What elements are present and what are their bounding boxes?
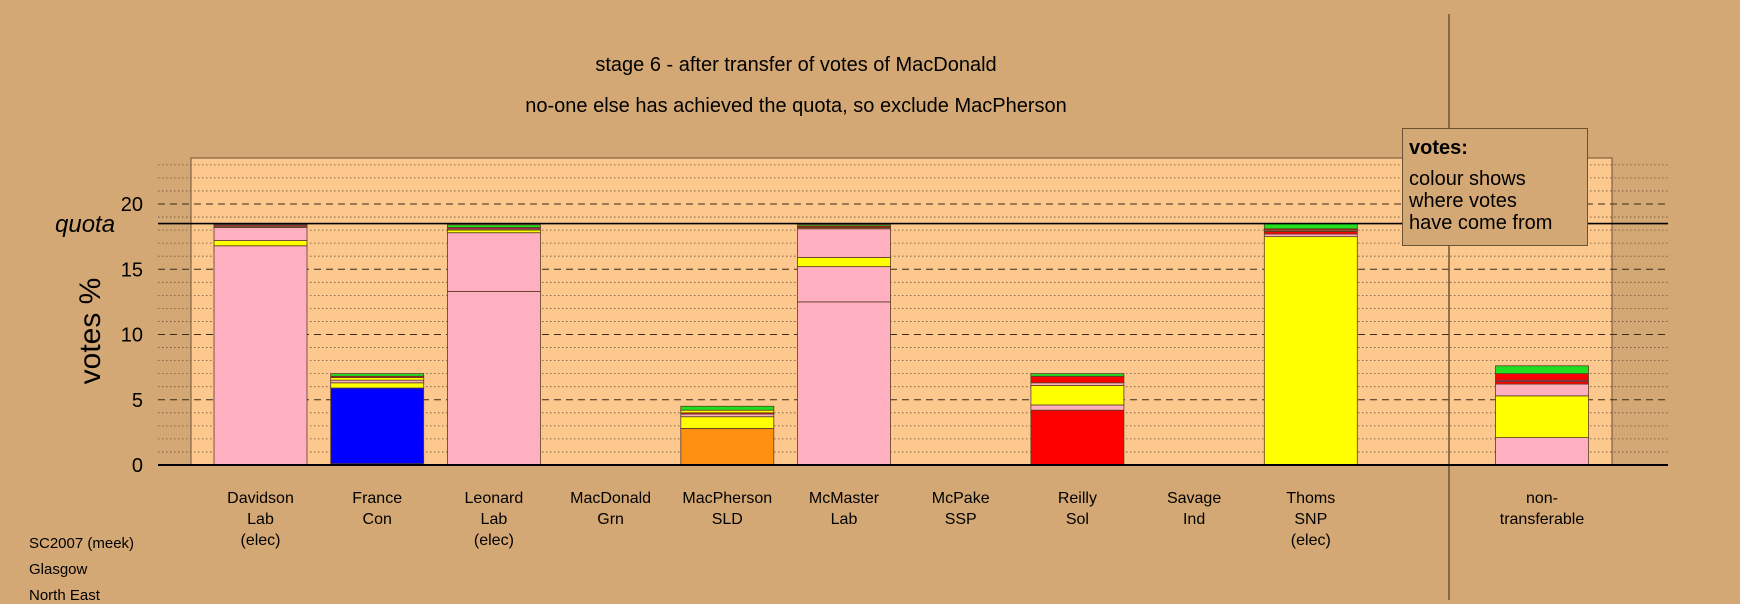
x-tick-label: Lab	[247, 511, 274, 528]
bar-non-transferable-segment	[1495, 373, 1589, 381]
x-tick-label: Savage	[1167, 490, 1221, 507]
bar-france-segment	[330, 373, 425, 377]
legend-line: colour shows	[1409, 168, 1526, 190]
x-tick-label: MacPherson	[682, 490, 772, 507]
bar-mcmaster-segment	[797, 266, 891, 303]
x-tick-label: Davidson	[227, 490, 294, 507]
x-tick-label: (elec)	[474, 532, 514, 549]
bar-non-transferable-segment	[1495, 365, 1589, 375]
x-tick-label: Ind	[1183, 511, 1205, 528]
x-tick-label: MacDonald	[570, 490, 651, 507]
x-tick-label: non-	[1526, 490, 1558, 507]
legend: votes: colour shows where votes have com…	[1402, 128, 1588, 246]
bar-mcmaster-segment	[797, 301, 891, 466]
bar-reilly-segment	[1030, 384, 1125, 406]
bar-leonard-segment	[446, 291, 541, 466]
bar-mcmaster-segment	[797, 228, 891, 258]
chart-title: stage 6 - after transfer of votes of Mac…	[595, 54, 997, 76]
x-tick-label: Leonard	[465, 490, 524, 507]
bar-mcmaster-segment	[797, 224, 891, 227]
bar-reilly-segment	[1030, 373, 1125, 377]
bar-thoms-segment	[1263, 236, 1358, 466]
bar-leonard-segment	[446, 224, 541, 228]
footer-election: SC2007 (meek)	[29, 535, 135, 552]
x-tick-label: McMaster	[809, 490, 880, 507]
bar-macpherson-segment	[680, 428, 775, 466]
bar-france-segment	[330, 382, 425, 389]
plot-area	[190, 157, 1613, 466]
x-tick-label: (elec)	[1291, 532, 1331, 549]
bar-non-transferable-segment	[1495, 437, 1589, 466]
bar-macpherson-segment	[680, 416, 775, 429]
x-tick-label: France	[352, 490, 402, 507]
bar-reilly-segment	[1030, 375, 1125, 384]
x-tick-label: transferable	[1500, 511, 1585, 528]
x-tick-label: Lab	[481, 511, 508, 528]
quota-label: quota	[55, 211, 116, 238]
x-tick-label: Grn	[597, 511, 624, 528]
x-tick-label: Lab	[831, 511, 858, 528]
bar-mcmaster-segment	[797, 257, 891, 268]
x-tick-label: Thoms	[1286, 490, 1335, 507]
x-tick-label: SSP	[945, 511, 977, 528]
x-tick-label: (elec)	[240, 532, 280, 549]
bar-davidson-segment	[213, 240, 308, 247]
legend-title: votes:	[1409, 137, 1468, 159]
bar-reilly-segment	[1030, 404, 1125, 411]
footer-ward: North East	[29, 587, 100, 604]
bar-davidson-segment	[213, 227, 308, 241]
y-axis-label: votes %	[74, 277, 107, 385]
x-tick-label: Reilly	[1058, 490, 1097, 507]
chart-subtitle: no-one else has achieved the quota, so e…	[525, 95, 1067, 117]
footer-council: Glasgow	[29, 561, 88, 578]
y-tick-label: 20	[121, 194, 143, 216]
y-tick-label: 10	[121, 325, 143, 347]
bar-reilly-segment	[1030, 409, 1125, 466]
legend-line: have come from	[1409, 212, 1553, 234]
bar-davidson-segment	[213, 245, 308, 466]
bar-non-transferable-segment	[1495, 395, 1589, 438]
y-tick-label: 5	[132, 390, 143, 412]
x-tick-label: SNP	[1294, 511, 1327, 528]
bar-france-segment	[330, 387, 425, 465]
bar-non-transferable-segment	[1495, 383, 1589, 397]
y-tick-label: 15	[121, 259, 143, 281]
x-tick-label: SLD	[712, 511, 743, 528]
bar-leonard-segment	[446, 232, 541, 292]
x-tick-label: Sol	[1066, 511, 1089, 528]
y-tick-label: 0	[132, 455, 143, 477]
x-tick-label: Con	[363, 511, 392, 528]
x-tick-label: McPake	[932, 490, 990, 507]
legend-line: where votes	[1409, 190, 1517, 212]
bar-macpherson-segment	[680, 405, 775, 411]
